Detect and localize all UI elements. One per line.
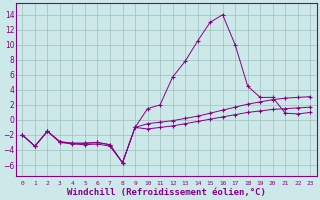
X-axis label: Windchill (Refroidissement éolien,°C): Windchill (Refroidissement éolien,°C) bbox=[67, 188, 266, 197]
